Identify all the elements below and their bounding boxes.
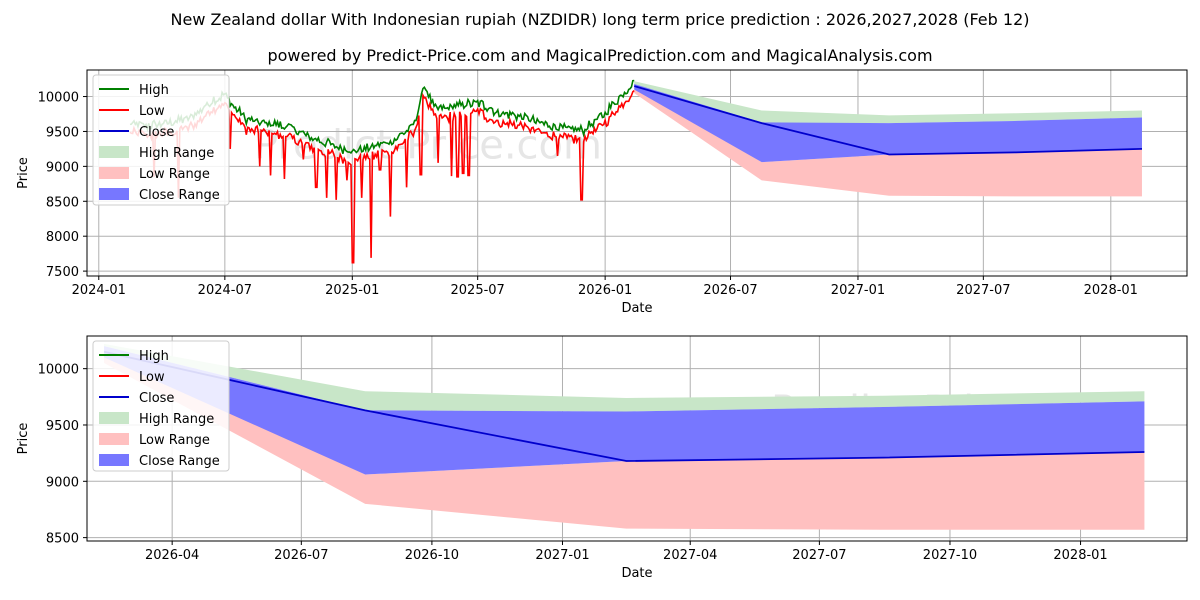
x-tick-label: 2026-07 (274, 548, 328, 563)
x-tick-label: 2026-01 (578, 283, 632, 298)
x-tick-label: 2026-07 (703, 283, 757, 298)
plot-frame (86, 335, 1188, 542)
close-forecast-line (633, 85, 1142, 156)
x-tick-label: 2027-07 (792, 548, 846, 563)
high-range-band (634, 81, 1142, 124)
x-tick-label: 2026-04 (145, 548, 199, 563)
legend-swatch-low-range (99, 167, 129, 179)
legend-swatch-low-range (99, 433, 129, 445)
legend-label-low: Low (139, 370, 165, 385)
legend-label-low: Low (139, 104, 165, 119)
chart-panel-2: Predict-Price.comPredict-Price.com2026-0… (16, 335, 1188, 581)
legend-label-low-range: Low Range (139, 167, 210, 182)
legend-label-close-range: Close Range (139, 188, 220, 203)
legend-swatch-close-range (99, 454, 129, 466)
y-axis-title: Price (16, 157, 31, 189)
x-tick-label: 2024-07 (198, 283, 252, 298)
y-tick-label: 8500 (46, 532, 79, 547)
y-tick-label: 10000 (38, 91, 79, 106)
close-range-band (104, 346, 1145, 475)
y-tick-label: 9000 (46, 475, 79, 490)
chart-panel-1: Predict-Price.comPredict-Price.com2024-0… (16, 69, 1188, 316)
low-range-band (634, 86, 1142, 197)
x-tick-label: 2025-01 (325, 283, 379, 298)
legend-label-high: High (139, 83, 169, 98)
legend: High Low Close High Range Low Range Close Ran… (92, 340, 230, 472)
x-tick-label: 2026-10 (405, 548, 459, 563)
x-tick-label: 2027-07 (956, 283, 1010, 298)
legend-label-low-range: Low Range (139, 433, 210, 448)
legend-swatch-high-range (99, 146, 129, 158)
x-tick-label: 2028-01 (1084, 283, 1138, 298)
watermark-text: Predict-Price.com (254, 123, 602, 169)
legend-label-high-range: High Range (139, 412, 214, 427)
legend-label-high-range: High Range (139, 146, 214, 161)
plot-frame (86, 69, 1188, 277)
x-tick-label: 2027-10 (923, 548, 977, 563)
low-range-band (104, 351, 1145, 530)
legend-swatch-high-range (99, 412, 129, 424)
x-tick-label: 2027-04 (663, 548, 717, 563)
y-tick-label: 9000 (46, 160, 79, 175)
chart-subtitle: powered by Predict-Price.com and Magical… (267, 46, 933, 65)
y-tick-label: 9500 (46, 125, 79, 140)
x-tick-label: 2024-01 (72, 283, 126, 298)
legend-label-close: Close (139, 125, 174, 140)
x-axis-title: Date (621, 566, 652, 581)
y-axis-title: Price (16, 423, 31, 455)
x-axis-title: Date (621, 301, 652, 316)
legend-label-high: High (139, 349, 169, 364)
legend-swatch-close-range (99, 188, 129, 200)
y-tick-label: 8000 (46, 230, 79, 245)
close-range-band (634, 83, 1142, 163)
y-tick-label: 7500 (46, 265, 79, 280)
legend-label-close: Close (139, 391, 174, 406)
y-tick-label: 9500 (46, 419, 79, 434)
x-tick-label: 2025-07 (451, 283, 505, 298)
y-tick-label: 8500 (46, 195, 79, 210)
x-tick-label: 2027-01 (831, 283, 885, 298)
close-forecast-line (103, 350, 1145, 462)
y-tick-label: 10000 (38, 363, 79, 378)
x-tick-label: 2028-01 (1053, 548, 1107, 563)
high-range-band (104, 343, 1145, 412)
chart-title: New Zealand dollar With Indonesian rupia… (170, 10, 1030, 29)
legend-label-close-range: Close Range (139, 454, 220, 469)
x-tick-label: 2027-01 (535, 548, 589, 563)
legend: High Low Close High Range Low Range Close Ran… (92, 74, 230, 206)
